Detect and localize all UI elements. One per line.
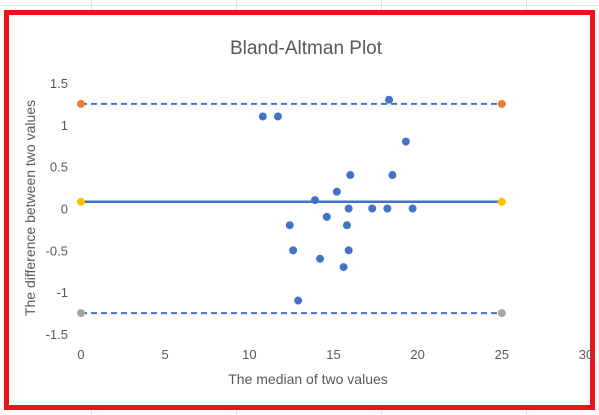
data-point: [316, 254, 325, 263]
data-point: [408, 204, 417, 213]
y-tick-label: -0.5: [46, 243, 68, 258]
x-tick-label: 25: [495, 347, 509, 362]
y-tick-label: -1: [56, 285, 68, 300]
data-point: [258, 112, 267, 121]
data-point: [294, 296, 303, 305]
reference-marker-mean: [77, 197, 85, 206]
data-point: [342, 221, 351, 230]
data-point: [332, 187, 341, 196]
x-tick-label: 10: [242, 347, 256, 362]
y-axis-label: The difference between two values: [22, 100, 38, 316]
data-point: [388, 171, 397, 180]
data-point: [339, 263, 348, 272]
chart-title: Bland-Altman Plot: [230, 38, 383, 59]
x-tick-label: 20: [410, 347, 424, 362]
y-tick-label: 1: [61, 118, 68, 133]
reference-marker-mean: [497, 197, 506, 206]
chart-frame[interactable]: [4, 10, 595, 410]
data-point: [344, 246, 353, 255]
data-point: [368, 204, 377, 213]
x-tick-label: 30: [579, 347, 593, 362]
data-point: [344, 204, 353, 213]
reference-marker-upper: [497, 99, 506, 108]
data-point: [285, 221, 294, 230]
data-point: [289, 246, 298, 255]
x-tick-label: 0: [77, 347, 84, 362]
data-point: [322, 212, 331, 221]
x-tick-label: 15: [326, 347, 340, 362]
y-tick-label: 0: [61, 202, 68, 217]
reference-marker-lower: [497, 309, 506, 318]
sheet-grid-line: [0, 5, 599, 6]
data-point: [401, 137, 410, 146]
y-tick-label: 0.5: [50, 160, 68, 175]
data-point: [273, 112, 282, 121]
x-tick-label: 5: [162, 347, 169, 362]
data-point: [310, 196, 319, 205]
data-point: [385, 95, 394, 104]
data-point: [346, 171, 355, 180]
y-tick-label: 1.5: [50, 76, 68, 91]
x-axis-label: The median of two values: [228, 371, 388, 387]
data-point: [383, 204, 392, 213]
y-tick-label: -1.5: [46, 327, 68, 342]
reference-marker-lower: [77, 309, 85, 318]
reference-marker-upper: [77, 99, 85, 108]
